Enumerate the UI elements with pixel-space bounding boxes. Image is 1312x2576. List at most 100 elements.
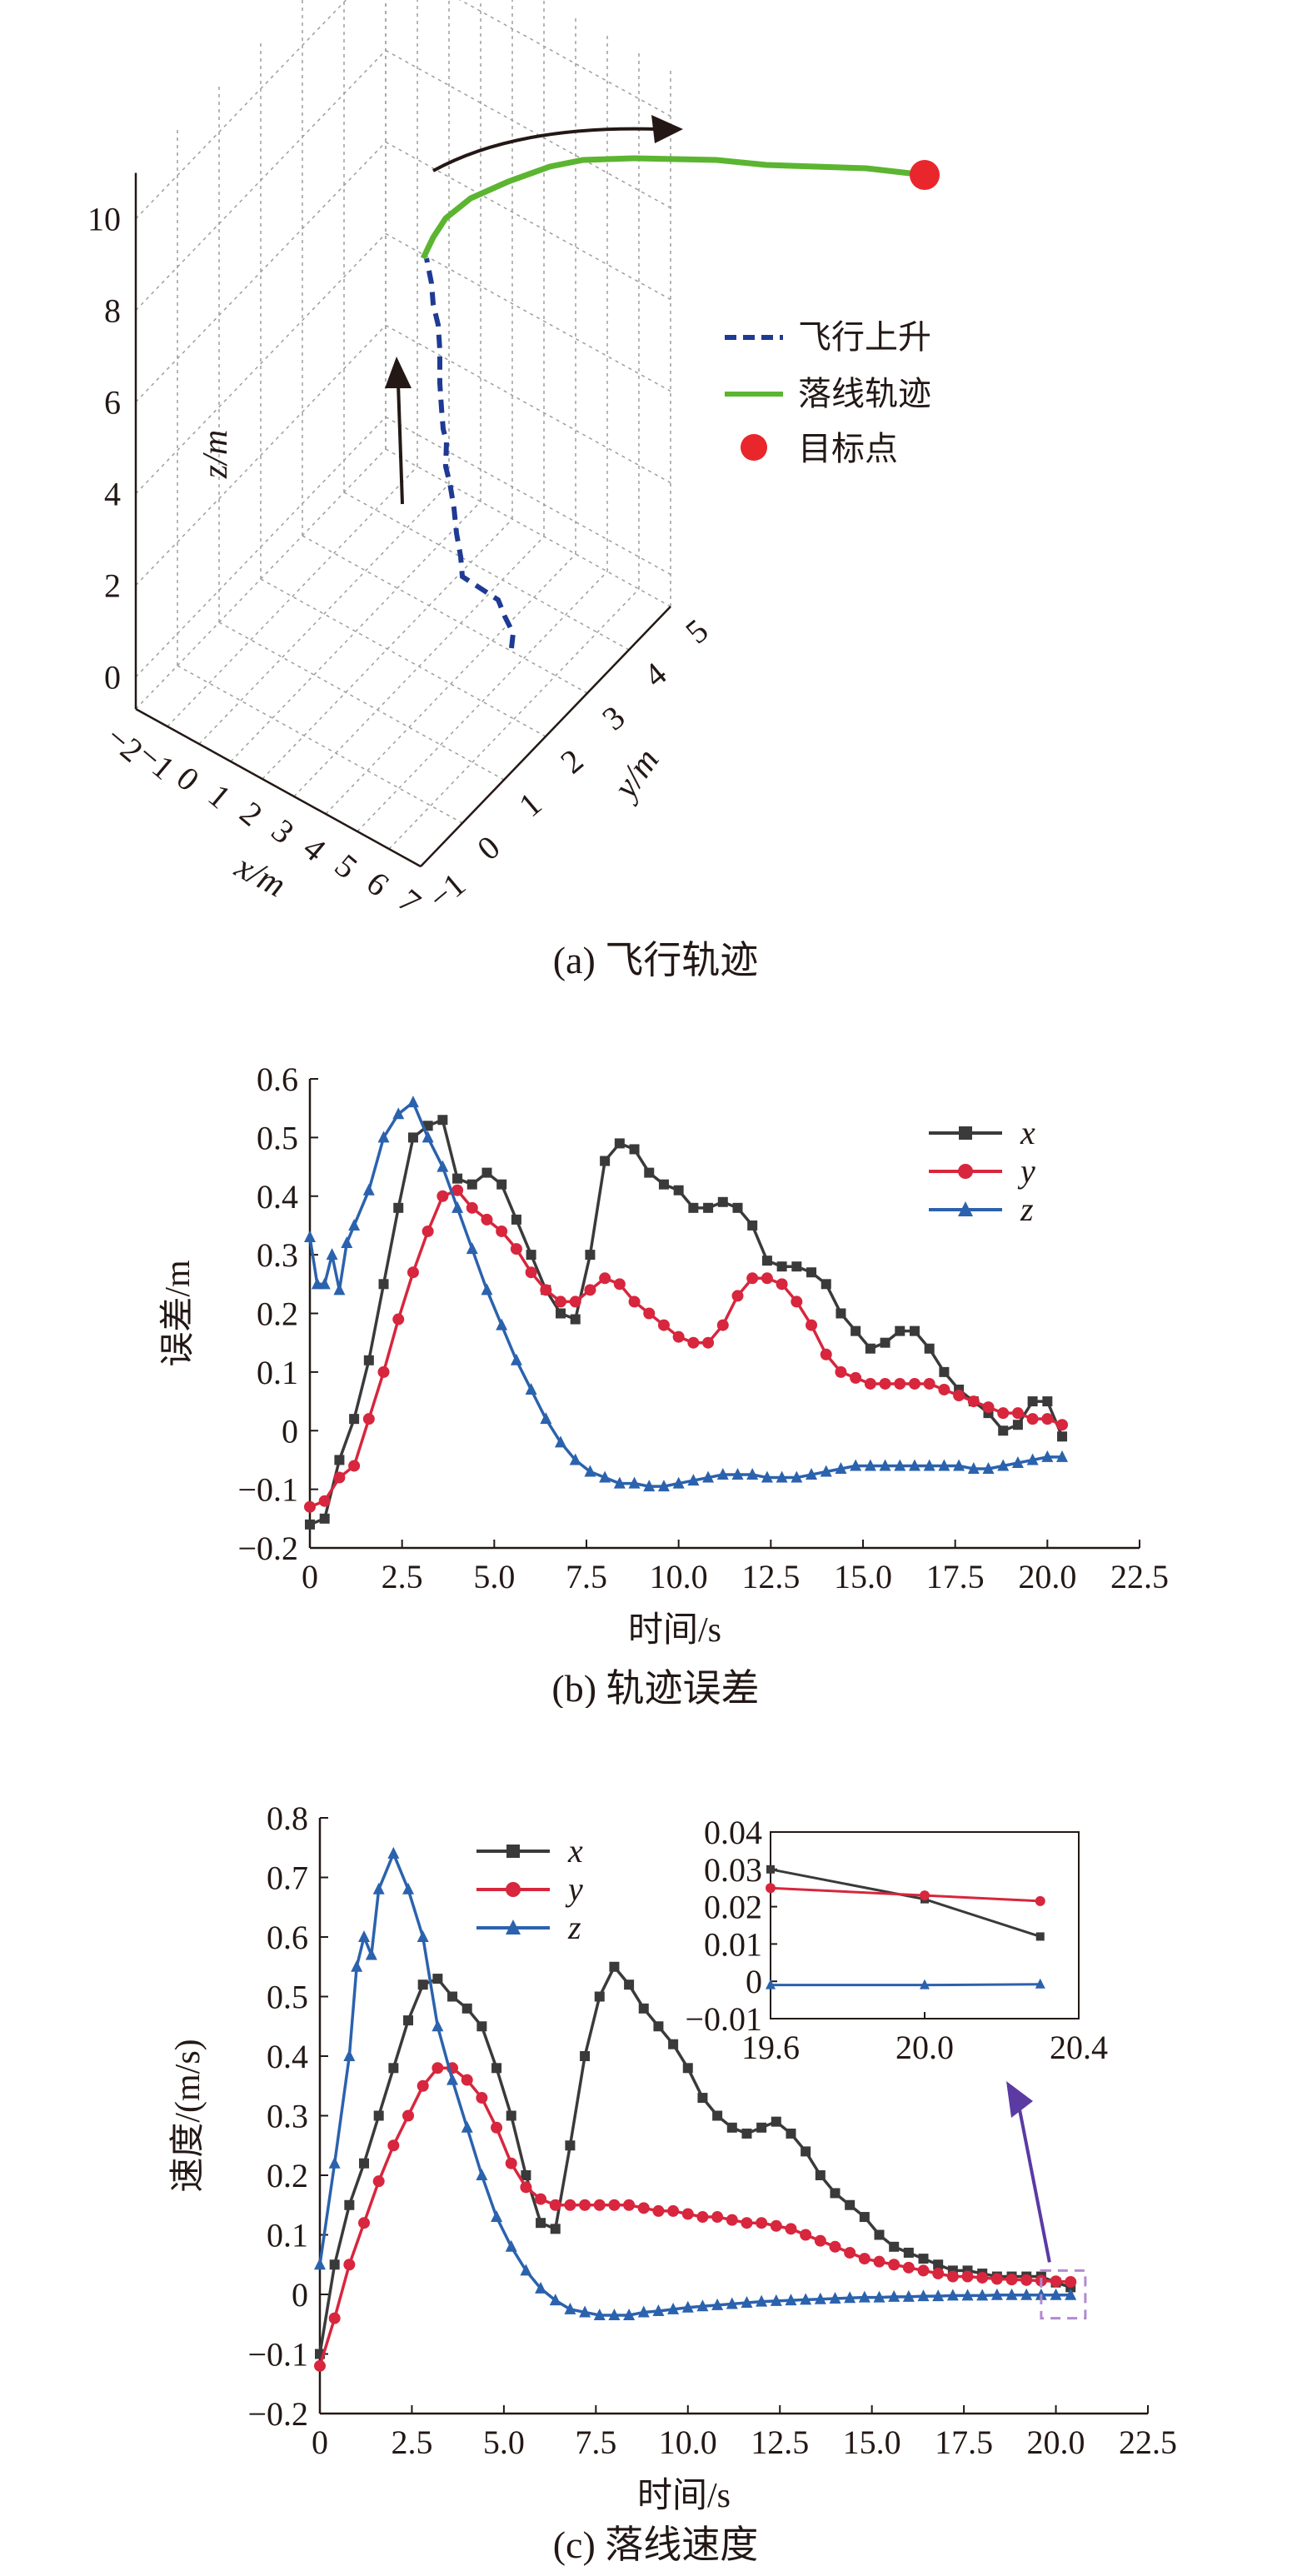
series-z-point: [982, 1461, 995, 1474]
series-z-point: [932, 2289, 945, 2302]
series-x-point: [511, 1214, 521, 1225]
series-z-point: [593, 2309, 606, 2321]
series-z-point: [902, 2289, 915, 2302]
wall-grid-z: [385, 324, 671, 484]
series-z-point: [746, 1468, 759, 1480]
inset-y-tick-label: 0: [746, 1963, 762, 2000]
direction-arrow-horizontal: [432, 127, 659, 172]
y-tick-label: 0.6: [257, 1061, 298, 1098]
wall-grid-z: [459, 0, 671, 117]
inset-series-y-point: [1035, 1895, 1045, 1906]
series-y-point: [667, 2204, 680, 2217]
series-x-point: [859, 2212, 870, 2223]
series-y-point: [858, 2253, 871, 2265]
series-z-point: [820, 1465, 832, 1477]
series-x-point: [924, 1343, 935, 1354]
series-x-point: [1057, 1431, 1068, 1442]
chart-caption: (c) 落线速度: [553, 2524, 759, 2566]
series-x-point: [889, 2241, 900, 2252]
x-tick-label: 4: [297, 829, 333, 868]
series-y-point: [461, 2074, 473, 2086]
x-tick-label: 6: [360, 864, 397, 903]
series-y-point: [569, 1295, 581, 1308]
series-y-point: [746, 1272, 759, 1285]
series-x-point: [939, 1366, 950, 1377]
series-y-point: [687, 1336, 700, 1349]
side-grid-z: [135, 416, 387, 678]
series-y-line: [309, 1188, 1063, 1509]
x-tick-label: 22.5: [1110, 1558, 1169, 1595]
series-z-point: [785, 2294, 797, 2306]
series-x-point: [536, 2218, 546, 2229]
series-y-point: [908, 1377, 920, 1390]
series-z-point: [535, 2281, 547, 2294]
y-tick-label: 5: [678, 612, 715, 651]
series-z-point: [422, 1131, 434, 1143]
y-tick-label: 0.5: [257, 1119, 298, 1156]
series-z-point: [637, 2305, 650, 2318]
series-z-point: [756, 2294, 768, 2307]
series-y-point: [888, 2259, 900, 2271]
series-y-point: [476, 2092, 488, 2104]
floor-grid-x: [198, 483, 450, 745]
series-y-point: [540, 1284, 552, 1296]
legend-z-label: z: [567, 1909, 581, 1946]
series-y-point: [643, 1307, 656, 1320]
series-x-point: [614, 1138, 625, 1149]
series-y-point: [584, 1284, 596, 1296]
y-tick-label: 0.3: [257, 1236, 298, 1274]
legend-target-swatch: [741, 434, 767, 461]
series-x-point: [933, 2259, 944, 2270]
series-z-point: [835, 1461, 847, 1474]
series-y-point: [555, 1295, 567, 1308]
series-z-point: [888, 2289, 900, 2302]
series-z-point: [608, 2309, 621, 2321]
series-z-point: [726, 2297, 738, 2309]
inset-y-tick-label: 0.04: [704, 1814, 762, 1851]
series-y-point: [1020, 2274, 1033, 2286]
series-x-point: [373, 2110, 384, 2121]
legend-y-label: y: [1017, 1152, 1035, 1190]
series-y-point: [770, 2219, 782, 2232]
series-z-point: [806, 1468, 818, 1480]
x-tick-label: 15.0: [843, 2424, 901, 2461]
x-tick-label: 20.0: [1018, 1558, 1076, 1595]
series-z-point: [584, 1465, 596, 1477]
series-x-point: [585, 1250, 596, 1261]
x-tick-label: 5: [328, 846, 365, 886]
series-y-point: [599, 1272, 611, 1285]
x-tick-label: 0: [302, 1558, 318, 1595]
series-z-point: [304, 1231, 316, 1243]
x-tick-label: 10.0: [659, 2424, 717, 2461]
y-tick-label: 0.6: [267, 1919, 308, 1956]
series-y-point: [1041, 1413, 1054, 1425]
series-y-point: [946, 2270, 959, 2283]
x-tick-label: 3: [265, 811, 302, 851]
y-tick-label: −0.1: [237, 1471, 298, 1509]
series-x-point: [319, 1513, 330, 1524]
series-y-point: [608, 2199, 621, 2211]
series-z-point: [579, 2305, 591, 2318]
series-x-point: [378, 1279, 389, 1290]
series-z-point: [858, 2290, 871, 2303]
series-y-point: [917, 2264, 930, 2277]
series-z-point: [333, 1283, 346, 1295]
series-x-point: [521, 2170, 531, 2180]
series-y-point: [348, 1460, 361, 1472]
series-x-point: [815, 2170, 826, 2180]
series-z-point: [1011, 1455, 1024, 1468]
series-x-point: [565, 2140, 576, 2151]
series-z-point: [569, 1453, 581, 1465]
series-y-point: [343, 2259, 356, 2271]
series-z-point: [1065, 2288, 1077, 2300]
series-z-point: [938, 1459, 950, 1471]
x-tick-label: 5.0: [473, 1558, 515, 1595]
z-tick-label: 4: [104, 476, 121, 513]
series-y-point: [953, 1390, 965, 1402]
series-y-point: [628, 1295, 641, 1308]
series-x-point: [496, 1179, 507, 1190]
inset-series-x-line: [770, 1868, 1041, 1938]
legend-z-marker: [958, 1201, 973, 1216]
series-x-point: [786, 2128, 796, 2139]
